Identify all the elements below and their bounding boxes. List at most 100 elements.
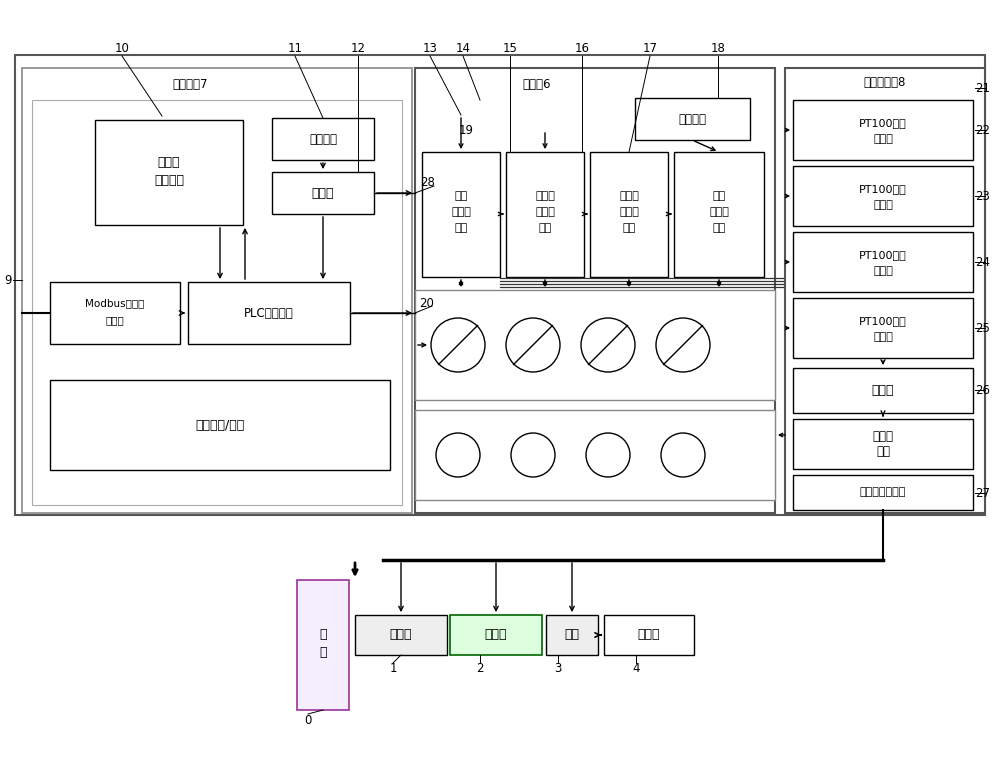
Text: 数字温: 数字温 (535, 207, 555, 217)
Text: 13: 13 (423, 41, 437, 54)
Text: 11: 11 (288, 41, 303, 54)
Text: 操作按钮/旋钮: 操作按钮/旋钮 (195, 418, 245, 431)
Text: 21: 21 (975, 81, 990, 94)
Text: 螺: 螺 (319, 628, 327, 641)
Text: 1: 1 (389, 662, 397, 675)
Circle shape (586, 433, 630, 477)
Bar (272, 118, 374, 160)
Text: 中继组: 中继组 (872, 384, 894, 397)
Text: 前机筒: 前机筒 (535, 191, 555, 201)
Text: 展模块: 展模块 (106, 315, 124, 325)
Text: 中继组: 中继组 (312, 186, 334, 199)
Text: PT100温度: PT100温度 (859, 316, 907, 326)
Text: 12: 12 (351, 41, 366, 54)
Text: 数字温: 数字温 (709, 207, 729, 217)
Text: 器组: 器组 (876, 445, 890, 458)
Bar (450, 615, 542, 655)
Text: 4: 4 (632, 662, 640, 675)
Bar (785, 68, 985, 513)
Bar (188, 282, 350, 344)
Text: 10: 10 (115, 41, 129, 54)
Bar (793, 368, 973, 413)
Text: 主控制柜7: 主控制柜7 (172, 77, 208, 90)
Circle shape (506, 318, 560, 372)
Text: PT100温度: PT100温度 (859, 118, 907, 128)
Text: 22: 22 (975, 123, 990, 136)
Bar (793, 475, 973, 510)
Bar (15, 55, 985, 515)
Text: 机头: 机头 (564, 628, 580, 641)
Circle shape (436, 433, 480, 477)
Bar (793, 419, 973, 469)
Circle shape (511, 433, 555, 477)
Text: 3: 3 (554, 662, 562, 675)
Text: 后机筒: 后机筒 (390, 628, 412, 641)
Text: 传感器: 传感器 (873, 134, 893, 144)
Bar (22, 68, 412, 513)
Text: Modbus通讯扩: Modbus通讯扩 (85, 298, 145, 308)
Text: 27: 27 (975, 486, 990, 499)
Text: 后机筒: 后机筒 (619, 191, 639, 201)
Text: 26: 26 (975, 384, 990, 397)
Text: PT100温度: PT100温度 (859, 184, 907, 194)
Bar (793, 298, 973, 358)
Bar (793, 100, 973, 160)
Text: PLC控制系统: PLC控制系统 (244, 306, 294, 319)
Text: 输送线: 输送线 (638, 628, 660, 641)
Text: 17: 17 (642, 41, 658, 54)
Bar (422, 152, 500, 277)
Text: 25: 25 (975, 322, 990, 335)
Text: 螺杆: 螺杆 (454, 191, 468, 201)
Text: 传感器: 传感器 (873, 332, 893, 342)
Text: 水循环系统8: 水循环系统8 (864, 76, 906, 89)
Text: 28: 28 (421, 175, 435, 188)
Text: 0: 0 (304, 713, 312, 726)
Text: 传感器: 传感器 (873, 200, 893, 210)
Text: 电加热: 电加热 (872, 430, 894, 443)
Bar (604, 615, 694, 655)
Text: 数字温: 数字温 (619, 207, 639, 217)
Bar (415, 410, 775, 500)
Circle shape (581, 318, 635, 372)
Text: 数字温: 数字温 (451, 207, 471, 217)
Text: 23: 23 (975, 189, 990, 202)
Text: 20: 20 (420, 296, 434, 309)
Bar (506, 152, 584, 277)
Text: 触摸屏: 触摸屏 (158, 155, 180, 169)
Bar (95, 120, 243, 225)
Text: 控器: 控器 (538, 223, 552, 233)
Text: 14: 14 (456, 41, 471, 54)
Text: PT100温度: PT100温度 (859, 250, 907, 260)
Text: 15: 15 (503, 41, 517, 54)
Circle shape (661, 433, 705, 477)
Text: 第二电源: 第二电源 (309, 133, 337, 146)
Text: 杆: 杆 (319, 646, 327, 659)
Circle shape (431, 318, 485, 372)
Text: 控器: 控器 (712, 223, 726, 233)
Bar (415, 290, 775, 400)
Text: 2: 2 (476, 662, 484, 675)
Text: 传感器: 传感器 (873, 266, 893, 276)
Bar (355, 615, 447, 655)
Bar (50, 282, 180, 344)
Text: 机头: 机头 (712, 191, 726, 201)
Text: 19: 19 (459, 123, 474, 136)
Text: （画面）: （画面） (154, 174, 184, 186)
Text: 第一电源: 第一电源 (678, 113, 706, 126)
Text: 温控柜6: 温控柜6 (523, 77, 551, 90)
Bar (793, 232, 973, 292)
Bar (590, 152, 668, 277)
Bar (793, 166, 973, 226)
Text: 24: 24 (975, 256, 990, 269)
Text: 控器: 控器 (622, 223, 636, 233)
Text: 水循环泵电机组: 水循环泵电机组 (860, 487, 906, 497)
Circle shape (656, 318, 710, 372)
Text: 控器: 控器 (454, 223, 468, 233)
Text: 9: 9 (4, 273, 12, 286)
Text: 前机筒: 前机筒 (485, 628, 507, 641)
Bar (635, 98, 750, 140)
Bar (272, 172, 374, 214)
Bar (674, 152, 764, 277)
Bar (297, 580, 349, 710)
Bar (415, 68, 775, 513)
